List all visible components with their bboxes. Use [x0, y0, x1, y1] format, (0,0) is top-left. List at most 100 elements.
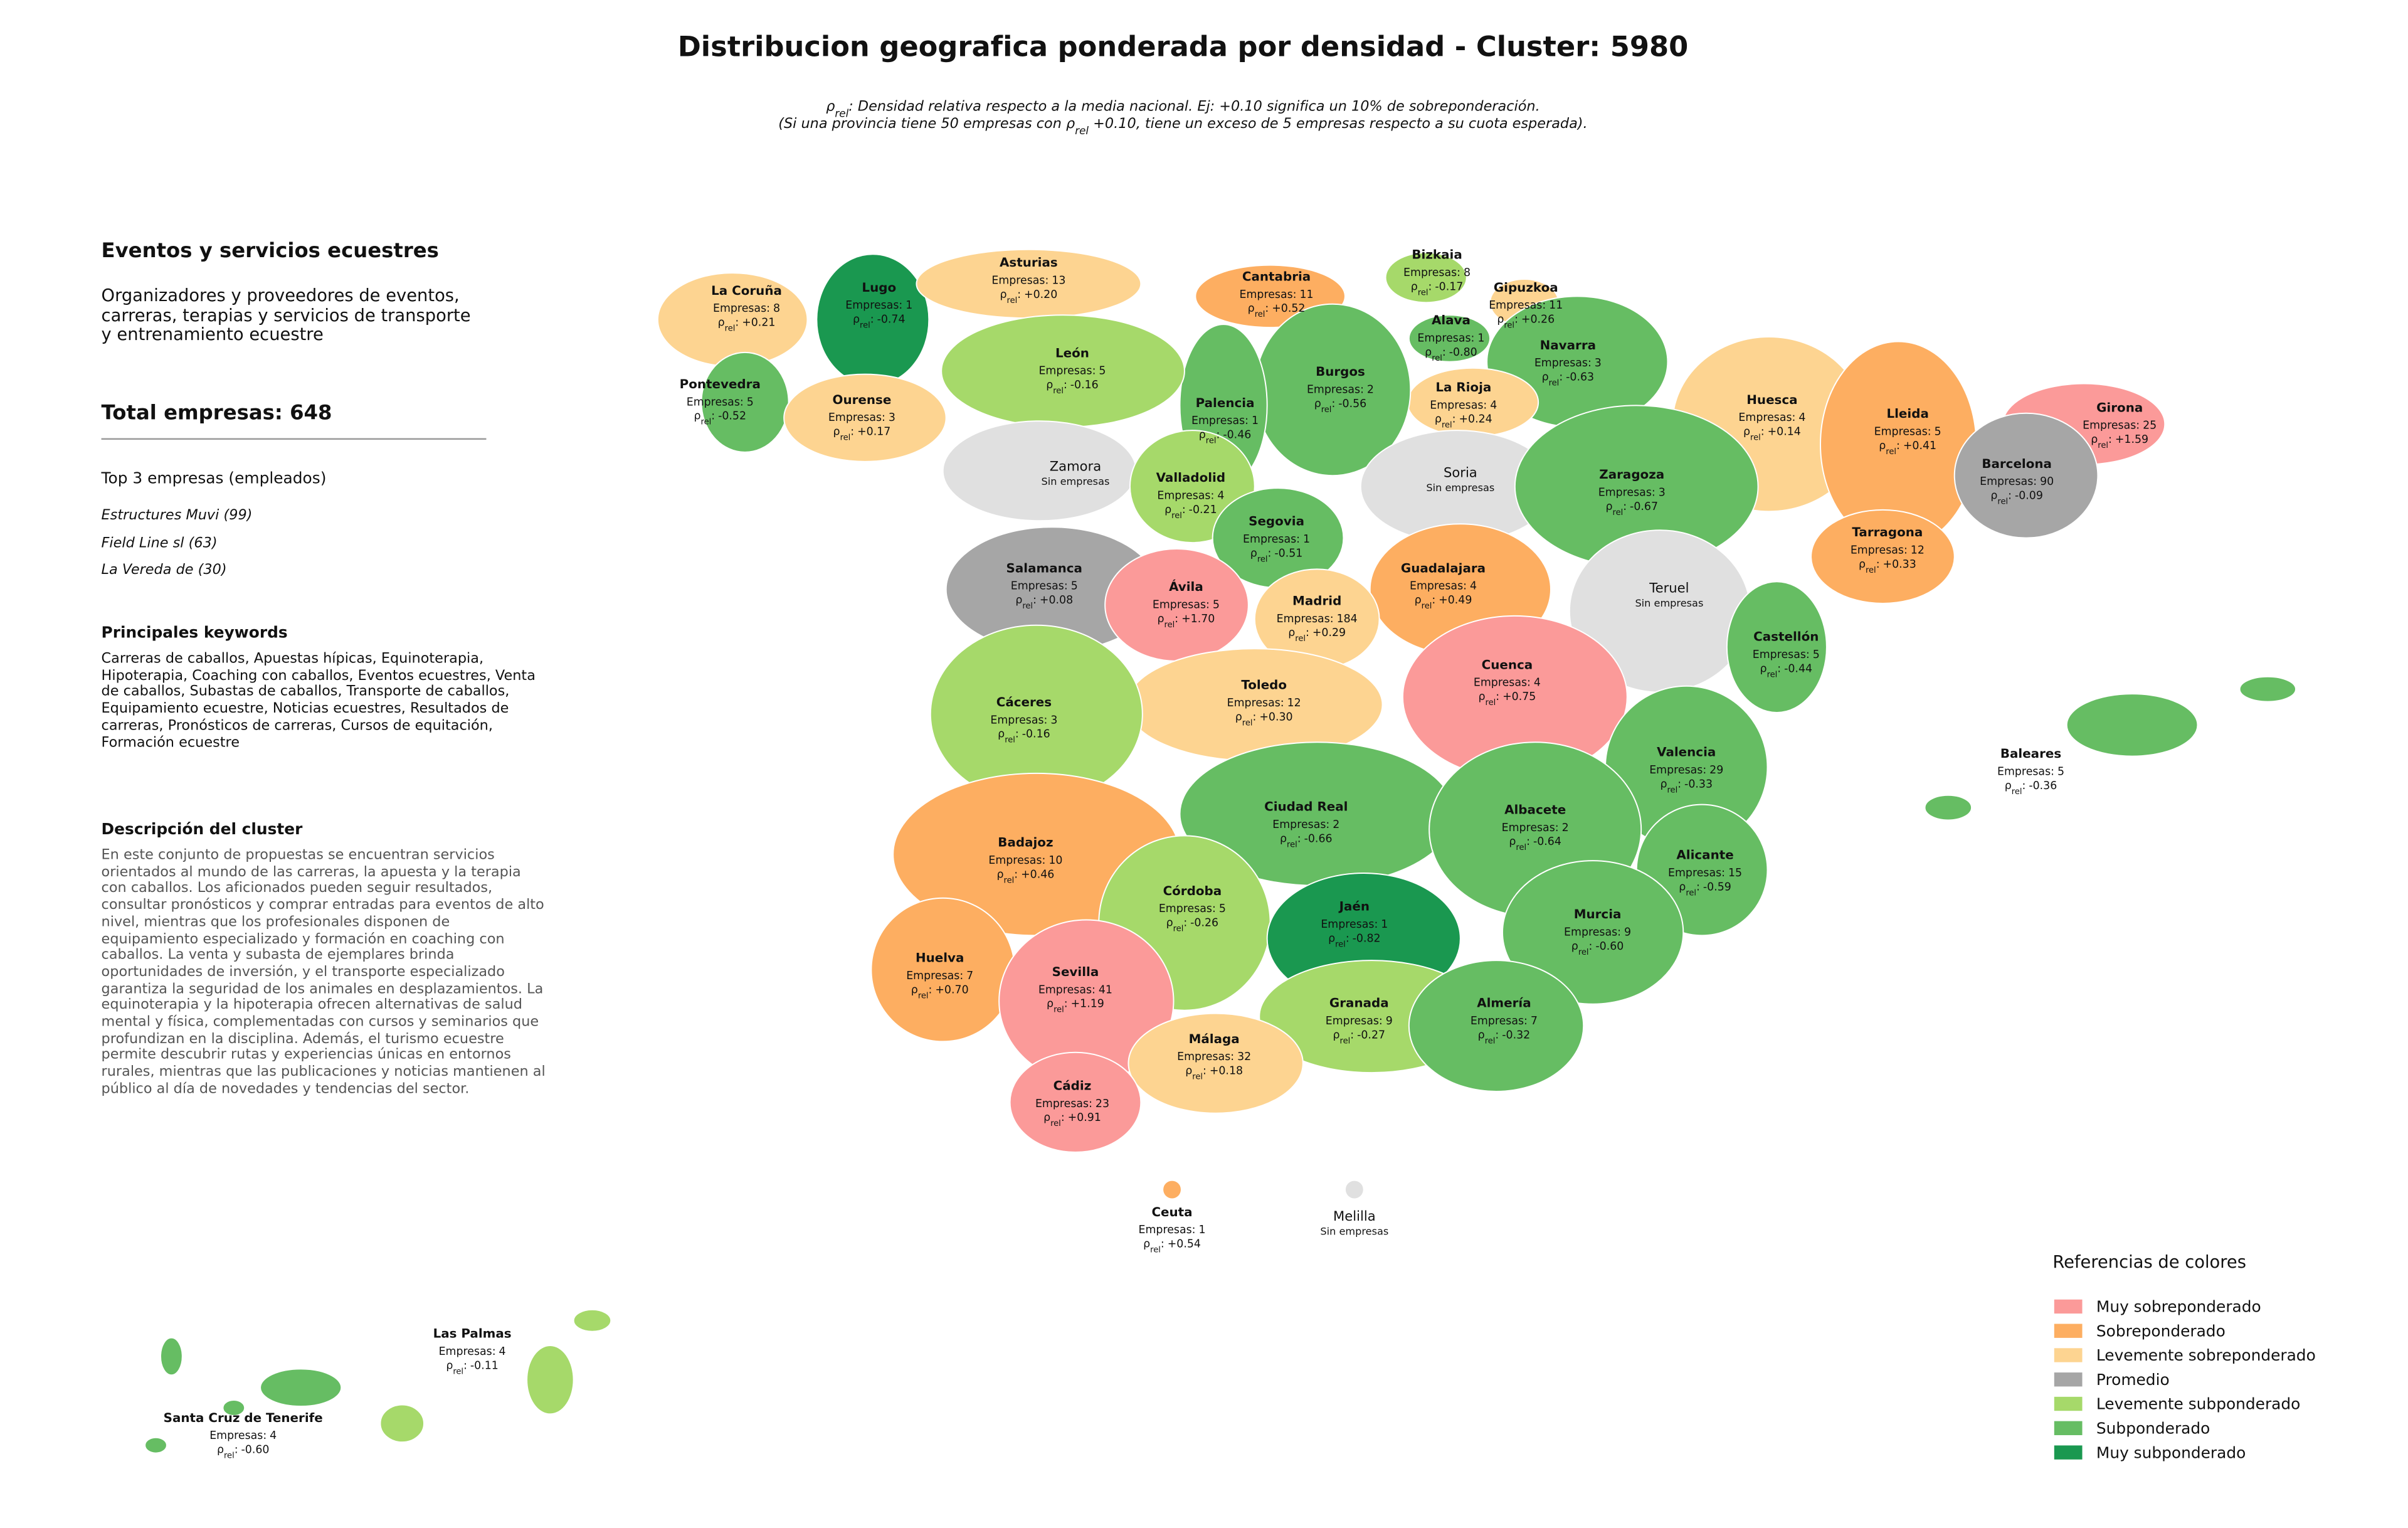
text-segment: : [1896, 440, 1900, 452]
province-name: Burgos [1316, 364, 1365, 379]
province-shape [379, 1404, 425, 1443]
text-segment: rel [1295, 634, 1306, 644]
rho-value: +0.41 [1903, 440, 1936, 452]
text-segment: ρ [1166, 916, 1173, 929]
province-name: Salamanca [1006, 561, 1082, 575]
rho-value: -0.52 [718, 410, 746, 423]
rho-value: -0.63 [1566, 371, 1594, 384]
province-shape [1726, 581, 1827, 713]
count-label: Empresas: [1502, 822, 1559, 834]
province-count: Empresas: 3 [1598, 487, 1666, 499]
rho-value: -0.33 [1684, 778, 1713, 790]
count-value: 8 [1464, 267, 1471, 279]
count-value: 12 [1287, 697, 1301, 709]
text-segment: ρ [1047, 998, 1054, 1011]
text-segment: : [235, 1444, 238, 1456]
text-segment: : [1496, 691, 1499, 703]
province-count: Empresas: 7 [1471, 1015, 1538, 1027]
province-count: Empresas: 7 [906, 970, 973, 982]
text-segment: ρ [1158, 613, 1164, 625]
province-count: Empresas: 5 [1038, 365, 1106, 378]
rho-value: -0.82 [1353, 932, 1381, 945]
subtitle-line: (Si una provincia tiene 50 empresas con … [778, 115, 1587, 137]
count-value: 29 [1709, 764, 1723, 777]
text-segment: : [1064, 998, 1068, 1011]
text-segment: ρ [1015, 594, 1022, 607]
text-segment: : [1495, 1029, 1499, 1041]
province-count: Empresas: 12 [1227, 697, 1301, 709]
panel-summary: Organizadores y proveedores de eventos, … [101, 285, 471, 345]
text-segment: ρ [1478, 1029, 1485, 1041]
count-value: 1 [1199, 1224, 1206, 1236]
count-value: 32 [1237, 1051, 1251, 1063]
province-rho: ρrel: -0.17 [1411, 280, 1464, 297]
province-shape [526, 1345, 574, 1415]
text-segment: : [1589, 940, 1593, 953]
province-rho: ρrel: -0.32 [1478, 1029, 1531, 1046]
province-rho: ρrel: -0.51 [1250, 547, 1303, 564]
count-label: Empresas: [1038, 984, 1096, 996]
text-segment: : [929, 984, 932, 996]
count-value: 90 [2040, 475, 2054, 488]
text-segment: ρ [1328, 932, 1335, 945]
legend-title: Referencias de colores [2052, 1253, 2246, 1272]
province-shape [2239, 676, 2297, 703]
rho-value: +0.49 [1439, 594, 1472, 607]
rho-value: +0.18 [1210, 1065, 1243, 1078]
province-shape [783, 373, 947, 462]
province-count: Empresas: 29 [1649, 764, 1723, 777]
count-label: Empresas: [1157, 489, 1214, 502]
province-name: Murcia [1574, 907, 1622, 921]
province-rho: ρrel: -0.26 [1166, 916, 1219, 933]
text-segment: rel [1750, 433, 1761, 442]
count-label: Empresas: [1277, 613, 1334, 625]
text-segment: : [1297, 832, 1301, 845]
province-shape [144, 1436, 167, 1454]
top-company: La Vereda de (30) [101, 563, 227, 579]
province-name: Guadalajara [1401, 561, 1486, 575]
count-value: 1 [1381, 918, 1388, 931]
text-segment: rel [1192, 1072, 1203, 1081]
province-count: Empresas: 5 [1997, 765, 2064, 778]
province-name: Albacete [1504, 803, 1566, 817]
province-shape [1127, 1012, 1304, 1114]
text-segment: ρ [911, 984, 918, 996]
count-label: Empresas: [1243, 533, 1300, 546]
province-rho: ρrel: +0.54 [1143, 1238, 1201, 1255]
province-count: Empresas: 2 [1502, 822, 1569, 834]
count-value: 11 [1300, 289, 1314, 301]
text-segment: rel [1997, 497, 2008, 506]
text-segment: rel [224, 1451, 235, 1460]
count-label: Empresas: [1272, 819, 1329, 831]
description: En este conjunto de propuestas se encuen… [101, 848, 546, 1098]
text-segment: : [1350, 1029, 1354, 1041]
province-count: Empresas: 11 [1240, 289, 1314, 301]
text-segment: ρ [1679, 881, 1686, 893]
count-label: Empresas: [1430, 399, 1487, 411]
legend-label: Levemente subponderado [2096, 1395, 2300, 1413]
rho-value: -0.09 [2015, 489, 2043, 502]
province-name: Ceuta [1151, 1205, 1192, 1219]
province-name: Zamora [1050, 459, 1102, 474]
text-segment: rel [1054, 1005, 1064, 1014]
legend-label: Levemente sobreponderado [2096, 1346, 2316, 1364]
count-label: Empresas: [1417, 332, 1474, 344]
province-count: Empresas: 9 [1326, 1015, 1393, 1027]
province-count: Empresas: 13 [991, 274, 1065, 287]
text-segment: : [1217, 429, 1220, 442]
count-label: Empresas: [1011, 580, 1068, 593]
count-value: 3 [1659, 487, 1666, 499]
province-rho: ρrel: +0.70 [911, 984, 969, 1000]
rho-value: -0.74 [877, 314, 906, 326]
rho-value: -0.27 [1357, 1029, 1385, 1041]
rho-value: -0.36 [2029, 780, 2057, 792]
province-count: Empresas: 1 [845, 299, 912, 312]
province-count: Empresas: 5 [1159, 903, 1226, 915]
legend-label: Sobreponderado [2096, 1322, 2226, 1340]
text-segment: : [1526, 836, 1530, 848]
count-label: Empresas: [209, 1430, 267, 1442]
province-note: Sin empresas [1426, 482, 1494, 494]
province-rho: ρrel: +0.08 [1015, 594, 1073, 611]
province-count: Empresas: 90 [1980, 475, 2054, 488]
text-segment: rel [1255, 310, 1265, 319]
